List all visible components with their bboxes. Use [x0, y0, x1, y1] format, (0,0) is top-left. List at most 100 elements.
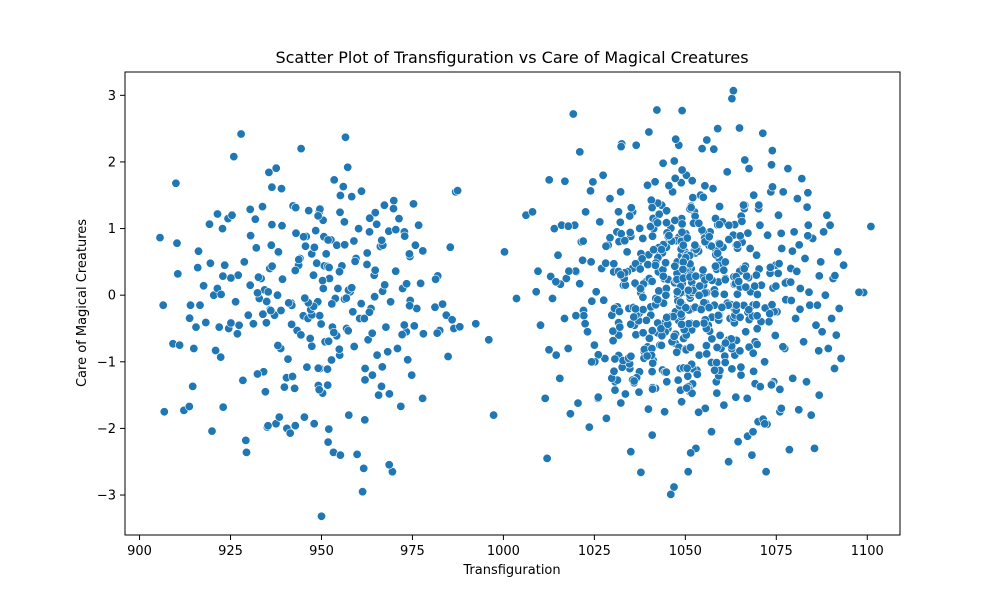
data-point — [771, 281, 781, 291]
data-point — [809, 443, 819, 453]
data-point — [315, 311, 325, 321]
data-point — [343, 326, 353, 336]
data-point — [616, 142, 626, 152]
data-point — [801, 377, 811, 387]
data-point — [738, 200, 748, 210]
data-point — [245, 204, 255, 214]
data-point — [647, 367, 657, 377]
data-point — [678, 264, 688, 274]
data-point — [565, 409, 575, 419]
data-point — [582, 327, 592, 337]
data-point — [719, 400, 729, 410]
data-point — [697, 144, 707, 154]
data-point — [391, 266, 401, 276]
data-point — [416, 278, 426, 288]
data-point — [644, 333, 654, 343]
data-point — [736, 370, 746, 380]
data-point — [195, 300, 205, 310]
data-point — [786, 295, 796, 305]
data-point — [471, 319, 481, 329]
data-point — [185, 313, 195, 323]
data-point — [418, 329, 428, 339]
data-point — [329, 175, 339, 185]
data-point — [386, 297, 396, 307]
data-point — [751, 300, 761, 310]
y-tick-label: 1 — [108, 222, 116, 237]
data-point — [748, 427, 758, 437]
data-point — [443, 351, 453, 361]
data-point — [290, 383, 300, 393]
data-point — [805, 300, 815, 310]
data-point — [696, 304, 706, 314]
data-point — [591, 287, 601, 297]
data-point — [643, 260, 653, 270]
data-point — [613, 207, 623, 217]
data-point — [699, 318, 709, 328]
data-point — [698, 265, 708, 275]
data-point — [575, 279, 585, 289]
data-point — [559, 313, 569, 323]
data-point — [609, 259, 619, 269]
data-point — [814, 390, 824, 400]
data-point — [226, 273, 236, 283]
data-point — [652, 105, 662, 115]
data-point — [300, 241, 310, 251]
data-point — [578, 255, 588, 265]
data-point — [309, 242, 319, 252]
data-point — [724, 220, 734, 230]
data-point — [754, 200, 764, 210]
data-point — [194, 246, 204, 256]
data-point — [804, 287, 814, 297]
data-point — [833, 247, 843, 257]
data-point — [670, 173, 680, 183]
data-point — [635, 223, 645, 233]
data-point — [685, 342, 695, 352]
data-point — [305, 333, 315, 343]
data-point — [335, 207, 345, 217]
data-point — [820, 290, 830, 300]
data-point — [313, 363, 323, 373]
data-point — [717, 302, 727, 312]
data-point — [430, 302, 440, 312]
data-point — [400, 231, 410, 241]
data-point — [854, 287, 864, 297]
data-point — [708, 184, 718, 194]
data-point — [527, 207, 537, 217]
data-point — [251, 243, 261, 253]
data-point — [720, 357, 730, 367]
data-point — [409, 321, 419, 331]
data-point — [731, 392, 741, 402]
data-point — [349, 341, 359, 351]
data-point — [254, 272, 264, 282]
data-point — [499, 247, 509, 257]
data-point — [737, 216, 747, 226]
data-point — [258, 309, 268, 319]
data-point — [724, 235, 734, 245]
data-point — [257, 202, 267, 212]
data-point — [789, 227, 799, 237]
data-point — [273, 340, 283, 350]
data-point — [736, 362, 746, 372]
data-point — [323, 235, 333, 245]
data-point — [676, 309, 686, 319]
data-point — [277, 221, 287, 231]
data-point — [383, 347, 393, 357]
data-point — [318, 276, 328, 286]
data-point — [743, 228, 753, 238]
data-point — [158, 300, 168, 310]
x-tick-label: 900 — [127, 544, 152, 559]
data-point — [370, 208, 380, 218]
data-point — [778, 342, 788, 352]
data-point — [715, 330, 725, 340]
data-point — [647, 203, 657, 213]
data-point — [720, 338, 730, 348]
data-point — [749, 366, 759, 376]
data-point — [354, 224, 364, 234]
data-point — [677, 319, 687, 329]
data-point — [155, 233, 165, 243]
data-point — [291, 203, 301, 213]
data-point — [710, 365, 720, 375]
data-point — [418, 393, 428, 403]
data-point — [638, 292, 648, 302]
data-point — [216, 352, 226, 362]
